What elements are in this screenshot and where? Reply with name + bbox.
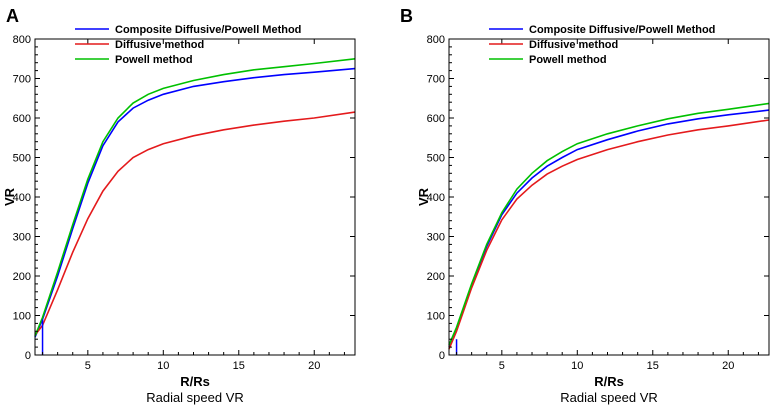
x-axis-title: R/Rs bbox=[180, 374, 210, 389]
legend-label: Diffusive method bbox=[115, 39, 204, 51]
y-tick-label: 500 bbox=[427, 153, 445, 165]
x-tick-label: 5 bbox=[499, 360, 505, 372]
series-line-powell-method bbox=[34, 58, 356, 337]
x-tick-label: 15 bbox=[647, 360, 659, 372]
y-tick-label: 200 bbox=[427, 271, 445, 283]
legend-label: Diffusive method bbox=[529, 39, 618, 51]
y-axis-title: VR bbox=[2, 187, 17, 206]
y-tick-label: 100 bbox=[13, 311, 31, 323]
y-tick-label: 0 bbox=[25, 350, 31, 362]
legend-label: Powell method bbox=[529, 54, 607, 66]
legend-label: Composite Diffusive/Powell Method bbox=[115, 24, 301, 36]
x-axis-caption: Radial speed VR bbox=[146, 390, 244, 405]
y-tick-label: 600 bbox=[427, 113, 445, 125]
panel-a: A 0 100 200 300 400 500 600 700 800 5 10 15 20 R/RsRad… bbox=[2, 6, 356, 405]
x-tick-label: 10 bbox=[571, 360, 583, 372]
y-tick-label: 400 bbox=[13, 192, 31, 204]
panel-label: B bbox=[400, 6, 413, 26]
plot-frame bbox=[448, 38, 770, 356]
y-tick-label: 500 bbox=[13, 153, 31, 165]
legend-label: Powell method bbox=[115, 54, 193, 66]
x-axis-title: R/Rs bbox=[594, 374, 624, 389]
series-line-composite-diffusive-powell-method bbox=[34, 67, 356, 338]
series-line-diffusive-method bbox=[34, 111, 356, 336]
y-tick-label: 600 bbox=[13, 113, 31, 125]
series-line-powell-method bbox=[448, 102, 770, 346]
y-tick-label: 700 bbox=[13, 74, 31, 86]
y-tick-label: 200 bbox=[13, 271, 31, 283]
series-line-diffusive-method bbox=[448, 119, 770, 350]
y-tick-label: 300 bbox=[427, 232, 445, 244]
y-tick-label: 800 bbox=[427, 34, 445, 46]
y-tick-label: 700 bbox=[427, 74, 445, 86]
x-tick-label: 20 bbox=[308, 360, 320, 372]
panel-label: A bbox=[6, 6, 19, 26]
x-tick-label: 10 bbox=[157, 360, 169, 372]
y-tick-label: 100 bbox=[427, 311, 445, 323]
x-tick-label: 20 bbox=[722, 360, 734, 372]
panel-b: B 0 100 200 300 400 500 600 700 800 5 10 15 20 R/RsRad… bbox=[400, 6, 770, 405]
y-tick-label: 0 bbox=[439, 350, 445, 362]
x-tick-label: 15 bbox=[233, 360, 245, 372]
y-axis-title: VR bbox=[416, 187, 431, 206]
x-tick-label: 5 bbox=[85, 360, 91, 372]
y-tick-label: 800 bbox=[13, 34, 31, 46]
y-tick-label: 400 bbox=[427, 192, 445, 204]
legend-label: Composite Diffusive/Powell Method bbox=[529, 24, 715, 36]
y-tick-label: 300 bbox=[13, 232, 31, 244]
x-axis-caption: Radial speed VR bbox=[560, 390, 658, 405]
